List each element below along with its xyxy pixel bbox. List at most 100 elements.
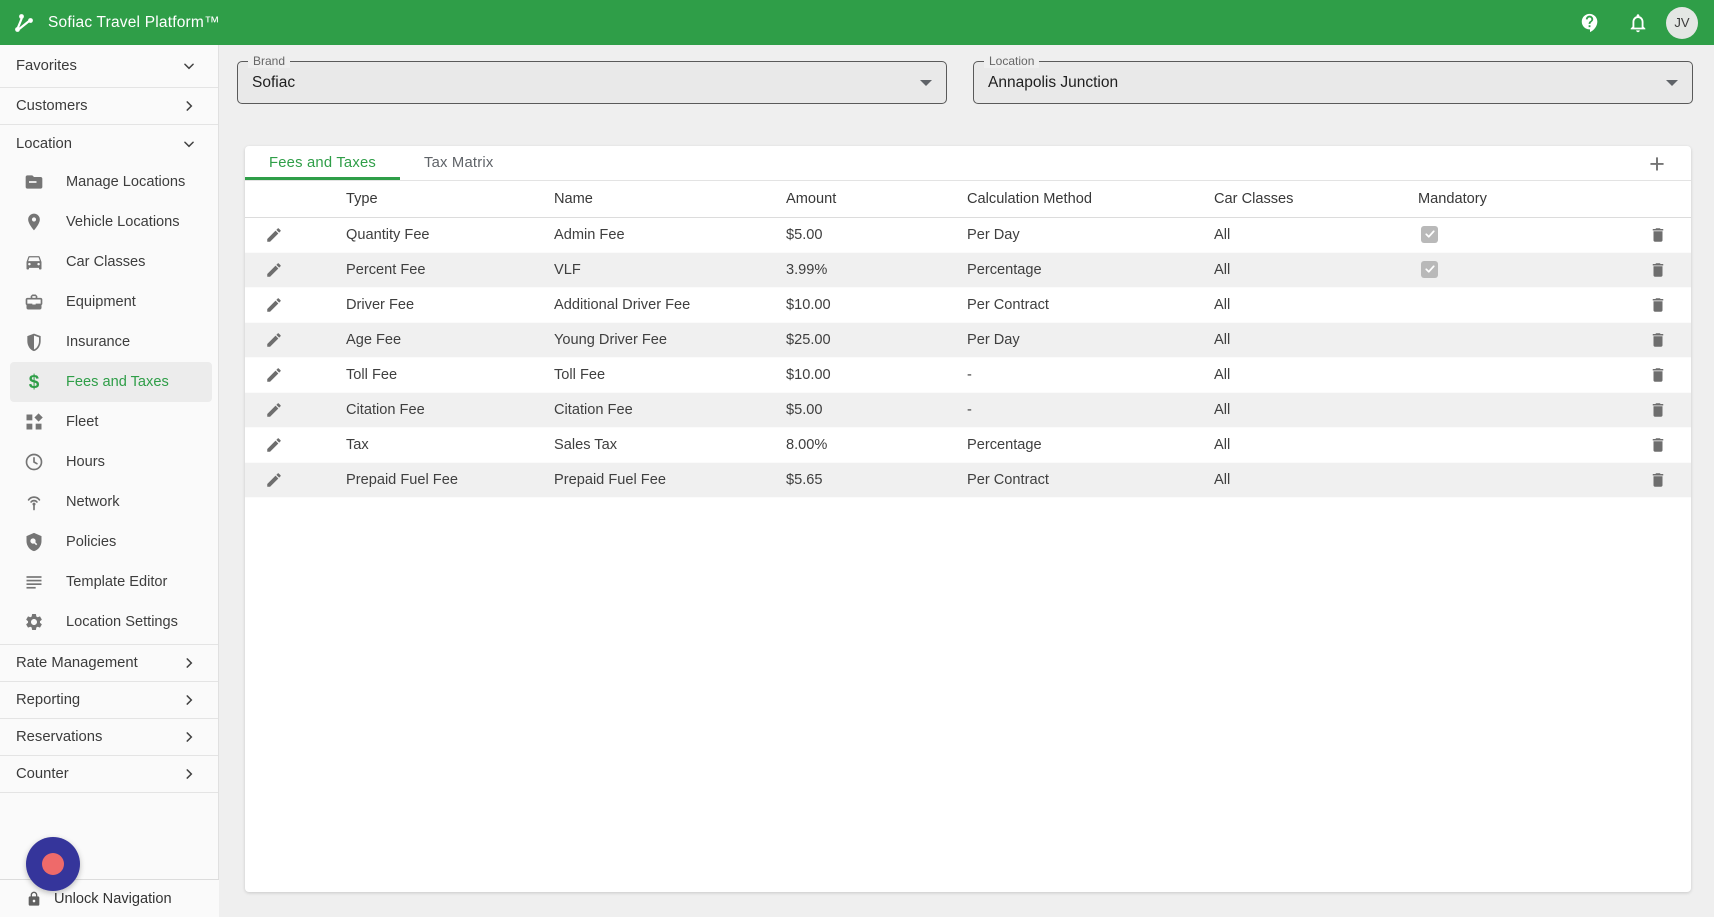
sidebar-item-reservations[interactable]: Reservations [0,719,218,756]
chevron-right-icon [186,658,193,668]
brand-select-label: Brand [248,54,291,68]
edit-button[interactable] [263,259,285,281]
sidebar-item-vehicle-locations[interactable]: Vehicle Locations [0,202,218,242]
edit-button[interactable] [263,224,285,246]
cell-name: Citation Fee [554,402,633,418]
sidebar-item-label: Car Classes [66,254,146,270]
location-select[interactable]: Location Annapolis Junction [973,54,1693,104]
sidebar-item-network[interactable]: Network [0,482,218,522]
delete-button[interactable] [1647,294,1669,316]
delete-button[interactable] [1647,224,1669,246]
edit-button[interactable] [263,294,285,316]
edit-button[interactable] [263,399,285,421]
tab-tax-matrix[interactable]: Tax Matrix [424,155,494,171]
unlock-navigation-button[interactable]: Unlock Navigation [0,879,219,917]
cell-amount: $25.00 [786,332,831,348]
cell-calculation-method: Per Contract [967,297,1049,313]
table-header-row: Type Name Amount Calculation Method Car … [245,181,1691,218]
delete-button[interactable] [1647,259,1669,281]
sidebar-item-fees-and-taxes[interactable]: $ Fees and Taxes [10,362,212,402]
cell-car-classes: All [1214,367,1231,383]
policy-shield-icon [26,532,42,552]
cell-name: Additional Driver Fee [554,297,691,313]
lines-icon [26,576,42,589]
cell-car-classes: All [1214,227,1231,243]
folder-icon [25,175,43,189]
cell-car-classes: All [1214,332,1231,348]
cell-car-classes: All [1214,262,1231,278]
cell-calculation-method: Percentage [967,437,1042,453]
sidebar-item-manage-locations[interactable]: Manage Locations [0,162,218,202]
table-row: Quantity Fee Admin Fee $5.00 Per Day All [245,218,1691,253]
cell-type: Toll Fee [346,367,398,383]
sidebar-item-label: Customers [16,98,88,114]
app-title: Sofiac Travel Platform™ [48,13,220,31]
chevron-right-icon [186,695,193,705]
sidebar-item-label: Location Settings [66,614,178,630]
table-body: Quantity Fee Admin Fee $5.00 Per Day All [245,218,1691,498]
brand-select[interactable]: Brand Sofiac [237,54,947,104]
sidebar-item-label: Policies [66,534,117,550]
pencil-icon [267,438,281,452]
sidebar-item-template-editor[interactable]: Template Editor [0,562,218,602]
sidebar-item-insurance[interactable]: Insurance [0,322,218,362]
edit-button[interactable] [263,329,285,351]
chevron-down-icon [184,140,194,147]
help-icon [1581,13,1598,32]
sidebar-item-car-classes[interactable]: Car Classes [0,242,218,282]
app-logo-icon [12,11,36,35]
sidebar-item-hours[interactable]: Hours [0,442,218,482]
sidebar-item-label: Fleet [66,414,99,430]
mandatory-checkbox[interactable] [1421,260,1438,278]
sidebar-item-counter[interactable]: Counter [0,756,218,793]
mandatory-checkbox[interactable] [1421,225,1438,243]
sidebar-item-policies[interactable]: Policies [0,522,218,562]
sidebar-item-customers[interactable]: Customers [0,88,218,125]
trash-icon [1652,438,1664,452]
delete-button[interactable] [1647,364,1669,386]
sidebar-item-location[interactable]: Location [0,125,218,162]
sidebar-item-reporting[interactable]: Reporting [0,682,218,719]
sidebar-item-favorites[interactable]: Favorites [0,45,218,88]
delete-button[interactable] [1647,434,1669,456]
chat-fab-button[interactable] [26,837,80,891]
trash-icon [1652,298,1664,312]
sidebar-item-label: Hours [66,454,105,470]
table-row: Toll Fee Toll Fee $10.00 - All [245,358,1691,393]
cell-car-classes: All [1214,437,1231,453]
add-fee-button[interactable]: + [1639,146,1675,181]
edit-button[interactable] [263,469,285,491]
table-row: Percent Fee VLF 3.99% Percentage All [245,253,1691,288]
edit-button[interactable] [263,364,285,386]
lock-icon [28,891,40,906]
sidebar-item-rate-management[interactable]: Rate Management [0,645,218,682]
edit-button[interactable] [263,434,285,456]
delete-button[interactable] [1647,469,1669,491]
sidebar-item-label: Reservations [16,729,103,745]
dollar-icon: $ [28,371,40,393]
fees-card: Fees and Taxes Tax Matrix + Type Name Am… [245,146,1691,892]
gear-icon [26,614,42,630]
location-submenu: Manage Locations Vehicle Locations Car C… [0,162,218,645]
tab-fees-and-taxes[interactable]: Fees and Taxes [245,146,400,180]
delete-button[interactable] [1647,399,1669,421]
sidebar-item-label: Insurance [66,334,131,350]
cell-amount: $5.00 [786,227,823,243]
sidebar-item-equipment[interactable]: Equipment [0,282,218,322]
app-header: Sofiac Travel Platform™ JV [0,0,1714,45]
cell-type: Citation Fee [346,402,425,418]
header-car-classes: Car Classes [1214,191,1294,207]
sidebar-item-label: Manage Locations [66,174,186,190]
delete-button[interactable] [1647,329,1669,351]
sidebar-item-label: Equipment [66,294,136,310]
sidebar-item-location-settings[interactable]: Location Settings [0,602,218,642]
trash-icon [1652,333,1664,347]
main-content: Brand Sofiac Location Annapolis Junction… [220,45,1714,917]
notifications-button[interactable] [1618,3,1658,43]
avatar[interactable]: JV [1666,6,1698,39]
sidebar-item-fleet[interactable]: Fleet [0,402,218,442]
brand-select-value: Sofiac [252,73,296,91]
help-button[interactable] [1570,3,1610,43]
location-select-value: Annapolis Junction [988,73,1119,91]
cell-calculation-method: Per Day [967,332,1020,348]
